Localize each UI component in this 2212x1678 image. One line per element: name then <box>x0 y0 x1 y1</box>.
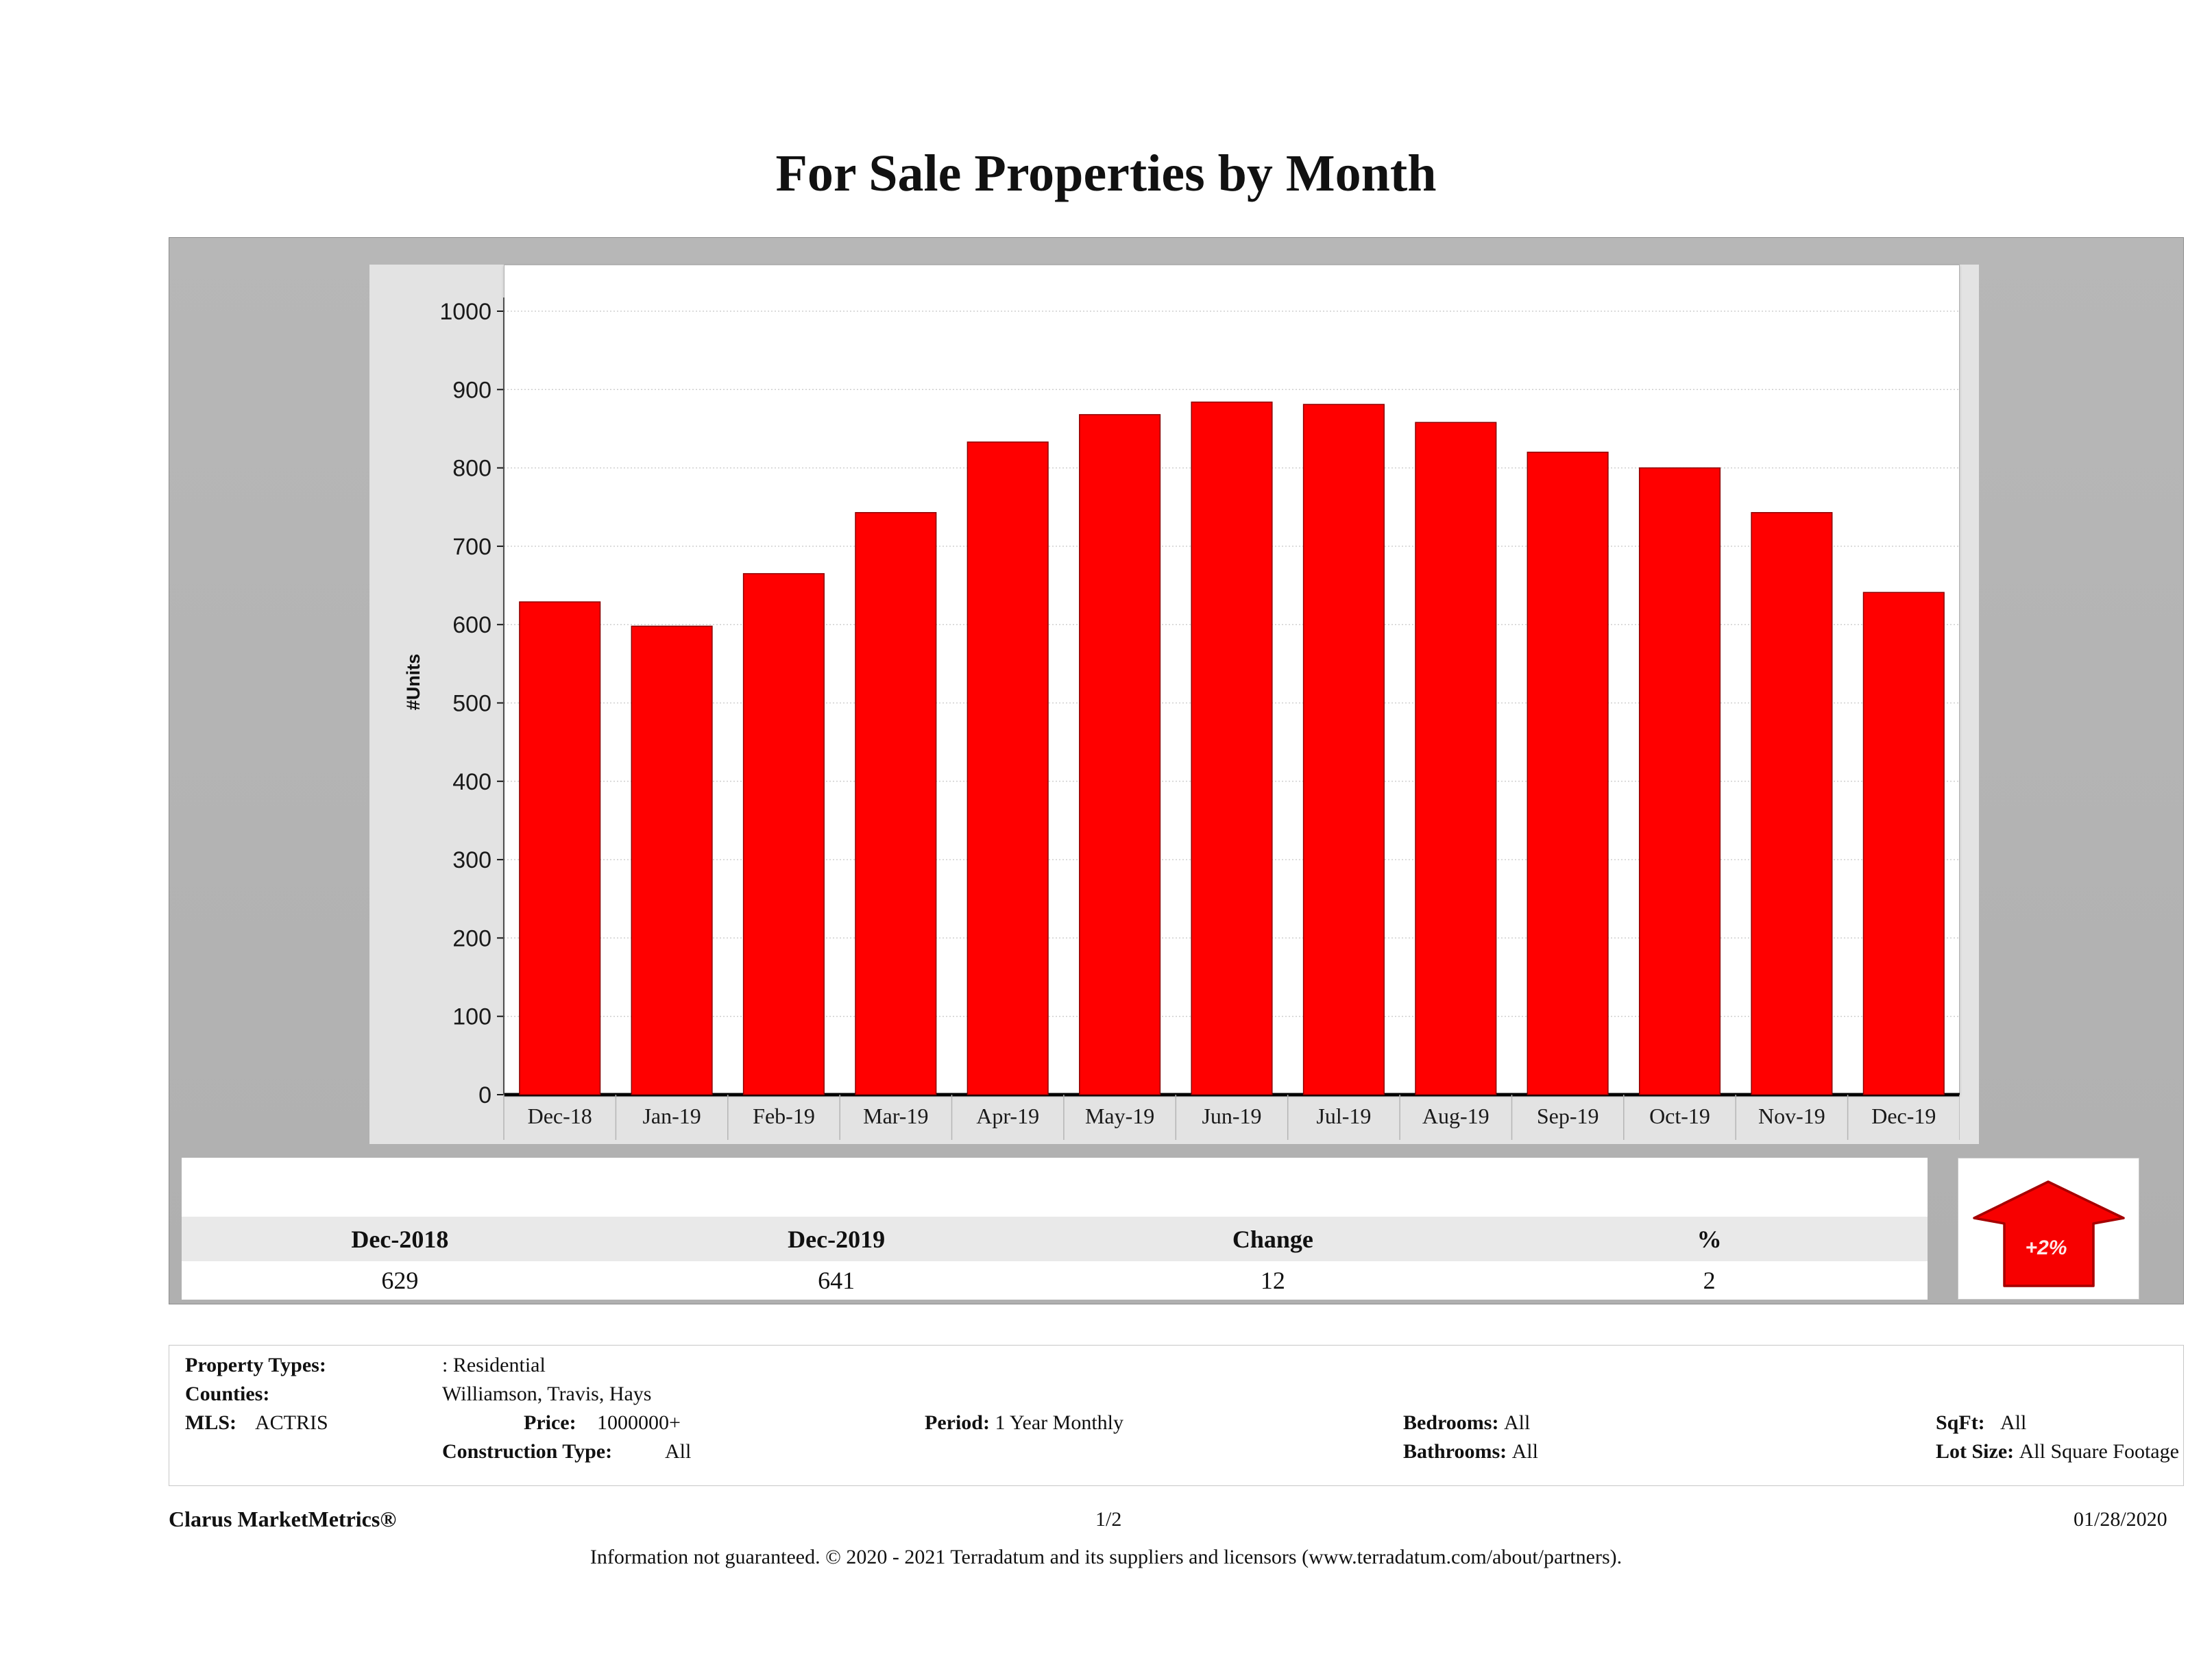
svg-text:+2%: +2% <box>2026 1237 2067 1259</box>
svg-text:600: 600 <box>452 612 491 638</box>
svg-text:Apr-19: Apr-19 <box>976 1104 1039 1128</box>
svg-text:Sep-19: Sep-19 <box>1537 1104 1599 1128</box>
svg-text:Nov-19: Nov-19 <box>1758 1104 1825 1128</box>
svg-text:Feb-19: Feb-19 <box>753 1104 815 1128</box>
svg-text:900: 900 <box>452 377 491 403</box>
svg-text:Jun-19: Jun-19 <box>1202 1104 1261 1128</box>
svg-text:May-19: May-19 <box>1085 1104 1154 1128</box>
svg-text:200: 200 <box>452 925 491 951</box>
svg-text:400: 400 <box>452 769 491 795</box>
svg-text:Dec-19: Dec-19 <box>1871 1104 1936 1128</box>
svg-text:0: 0 <box>478 1082 491 1108</box>
svg-text:100: 100 <box>452 1004 491 1030</box>
svg-text:1000: 1000 <box>439 299 491 325</box>
svg-text:Dec-18: Dec-18 <box>528 1104 592 1128</box>
svg-text:Oct-19: Oct-19 <box>1649 1104 1710 1128</box>
svg-text:700: 700 <box>452 534 491 560</box>
svg-text:Jul-19: Jul-19 <box>1316 1104 1371 1128</box>
svg-text:800: 800 <box>452 456 491 482</box>
svg-text:Mar-19: Mar-19 <box>863 1104 928 1128</box>
svg-text:300: 300 <box>452 847 491 873</box>
svg-text:Jan-19: Jan-19 <box>642 1104 701 1128</box>
svg-text:Aug-19: Aug-19 <box>1422 1104 1490 1128</box>
svg-text:500: 500 <box>452 691 491 717</box>
